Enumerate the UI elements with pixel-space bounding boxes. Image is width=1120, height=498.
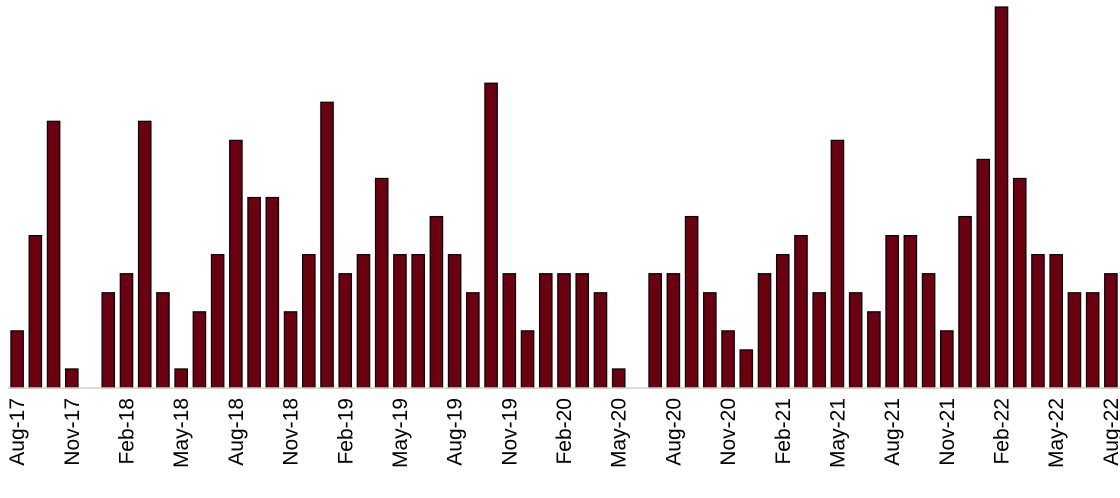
bar-may-22 [1049, 254, 1063, 389]
bar-oct-17 [46, 120, 61, 389]
x-tick-label: May-18 [170, 398, 193, 468]
x-tick-label: Aug-17 [6, 398, 29, 466]
bar-oct-21 [921, 273, 936, 389]
bar-dec-19 [520, 330, 535, 389]
bar-may-18 [174, 368, 188, 389]
bar-jun-18 [192, 311, 207, 389]
bar-nov-19 [502, 273, 517, 389]
bar-apr-19 [374, 177, 389, 389]
x-tick-label: May-20 [608, 398, 631, 468]
bar-aug-20 [666, 273, 681, 389]
bar-jul-18 [210, 254, 225, 389]
bar-sep-17 [28, 235, 43, 389]
bar-jul-20 [648, 273, 662, 389]
bar-mar-18 [137, 120, 152, 389]
x-tick-label: Feb-22 [991, 398, 1014, 465]
bar-nov-21 [940, 330, 954, 389]
bar-jun-19 [411, 254, 425, 389]
x-tick-label: Feb-20 [553, 398, 576, 465]
bar-jul-19 [429, 215, 444, 389]
bar-aug-19 [447, 254, 462, 389]
bar-oct-18 [265, 196, 280, 389]
bar-dec-20 [739, 349, 754, 389]
bar-nov-20 [721, 330, 735, 389]
bar-oct-20 [703, 292, 717, 389]
x-tick-label: Nov-19 [498, 398, 521, 466]
x-tick-label: Nov-21 [936, 398, 959, 466]
bar-jul-22 [1085, 292, 1100, 389]
bar-jan-20 [538, 273, 553, 389]
x-tick-label: Aug-20 [662, 398, 685, 466]
x-tick-label: Aug-19 [444, 398, 467, 466]
bar-sep-19 [466, 292, 480, 389]
x-tick-label: Aug-21 [881, 398, 904, 466]
bar-feb-21 [775, 254, 790, 389]
bar-jan-18 [101, 292, 116, 389]
x-tick-label: May-21 [826, 398, 849, 468]
bar-aug-17 [10, 330, 24, 389]
bar-jan-21 [757, 273, 772, 389]
bar-aug-21 [885, 235, 899, 389]
x-tick-label: Feb-18 [115, 398, 138, 465]
bar-may-20 [611, 368, 626, 389]
bar-mar-21 [794, 235, 808, 389]
bar-feb-22 [994, 6, 1009, 389]
bar-apr-20 [593, 292, 608, 389]
x-tick-label: Feb-21 [772, 398, 795, 465]
bar-aug-18 [229, 139, 243, 389]
x-tick-label: Aug-22 [1100, 398, 1120, 466]
bar-apr-22 [1031, 254, 1045, 389]
bar-sep-21 [903, 235, 918, 389]
bar-jun-21 [848, 292, 863, 389]
bar-may-19 [393, 254, 407, 389]
x-tick-label: May-22 [1045, 398, 1068, 468]
bar-apr-18 [156, 292, 170, 389]
bar-aug-22 [1104, 273, 1118, 389]
bar-sep-20 [684, 215, 699, 389]
bar-feb-20 [557, 273, 571, 389]
bar-mar-20 [575, 273, 590, 389]
bar-oct-19 [484, 82, 498, 389]
x-tick-labels: Aug-17 Nov-17 Feb-18 May-18 Aug-18 Nov-18 Feb-… [6, 398, 1120, 468]
bar-dec-18 [301, 254, 316, 389]
bar-nov-17 [65, 368, 79, 389]
bar-may-21 [830, 139, 845, 389]
x-tick-label: Feb-19 [334, 398, 357, 465]
bar-apr-21 [812, 292, 827, 389]
bar-sep-18 [247, 196, 261, 389]
bar-mar-19 [356, 254, 371, 389]
x-tick-label: Aug-18 [225, 398, 248, 466]
bar-nov-18 [283, 311, 298, 389]
bar-jan-19 [320, 101, 334, 389]
bar-dec-21 [958, 215, 972, 389]
bar-jun-22 [1067, 292, 1082, 389]
x-tick-label: Nov-20 [717, 398, 740, 466]
bar-feb-18 [119, 273, 134, 389]
x-tick-label: Nov-18 [280, 398, 303, 466]
bars-group [10, 6, 1118, 389]
x-tick-label: Nov-17 [61, 398, 84, 466]
bar-jul-21 [867, 311, 881, 389]
bar-jan-22 [976, 158, 991, 389]
bar-feb-19 [338, 273, 353, 389]
x-tick-label: May-19 [389, 398, 412, 468]
bar-mar-22 [1012, 177, 1027, 389]
